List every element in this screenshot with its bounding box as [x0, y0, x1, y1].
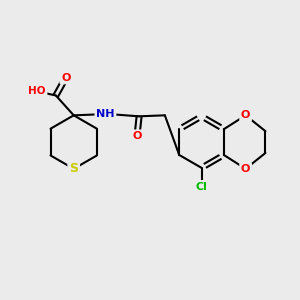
- Text: O: O: [241, 164, 250, 174]
- Text: S: S: [69, 162, 78, 175]
- Text: O: O: [132, 131, 142, 141]
- Text: O: O: [241, 110, 250, 120]
- Text: Cl: Cl: [196, 182, 208, 192]
- Text: NH: NH: [96, 109, 115, 119]
- Text: O: O: [61, 73, 70, 83]
- Text: HO: HO: [28, 85, 46, 96]
